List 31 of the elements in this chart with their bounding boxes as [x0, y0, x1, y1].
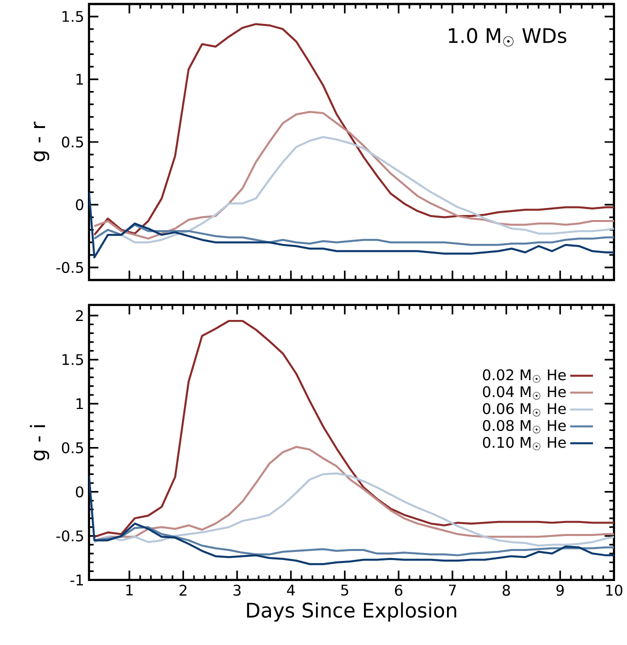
- legend-label: 0.08 M$_{☉}$ He: [482, 420, 566, 434]
- y-axis-title: g - i: [30, 425, 50, 460]
- x-axis-title: Days Since Explosion: [247, 602, 456, 622]
- x-tick-label: 5: [341, 584, 348, 596]
- x-tick-label: 7: [449, 584, 456, 596]
- x-tick-label: 8: [502, 584, 510, 596]
- y-tick-label: 0: [76, 486, 84, 498]
- x-tick-label: 2: [180, 584, 186, 596]
- legend-label: 0.04 M$_{☉}$ He: [482, 386, 566, 400]
- legend-label: 0.06 M$_{☉}$ He: [482, 403, 566, 416]
- y-tick-label: 0.5: [62, 136, 84, 148]
- x-tick-label: 4: [286, 584, 295, 596]
- x-tick-label: 6: [394, 584, 402, 596]
- y-tick-label: -0.5: [56, 262, 84, 273]
- legend-label: 0.10 M$_{☉}$ He: [482, 436, 566, 450]
- y-tick-label: 1: [76, 398, 83, 410]
- x-tick-label: 9: [556, 584, 564, 596]
- legend-label: 0.02 M$_{☉}$ He: [482, 369, 566, 383]
- y-tick-label: -0.5: [56, 530, 84, 542]
- y-tick-label: 1.5: [62, 11, 84, 22]
- y-tick-label: 1: [76, 74, 83, 85]
- y-tick-label: -1: [70, 574, 83, 586]
- y-axis-title: g - r: [34, 122, 50, 162]
- y-tick-label: 0: [76, 199, 84, 210]
- y-tick-label: 1.5: [62, 354, 84, 366]
- x-tick-label: 10: [606, 584, 622, 596]
- y-tick-label: 0.5: [62, 442, 84, 454]
- x-tick-label: 1: [126, 584, 133, 596]
- y-tick-label: 2: [76, 310, 83, 322]
- x-tick-label: 3: [234, 584, 241, 596]
- annotation: 1.0 M$_{☉}$ WDs: [448, 28, 566, 46]
